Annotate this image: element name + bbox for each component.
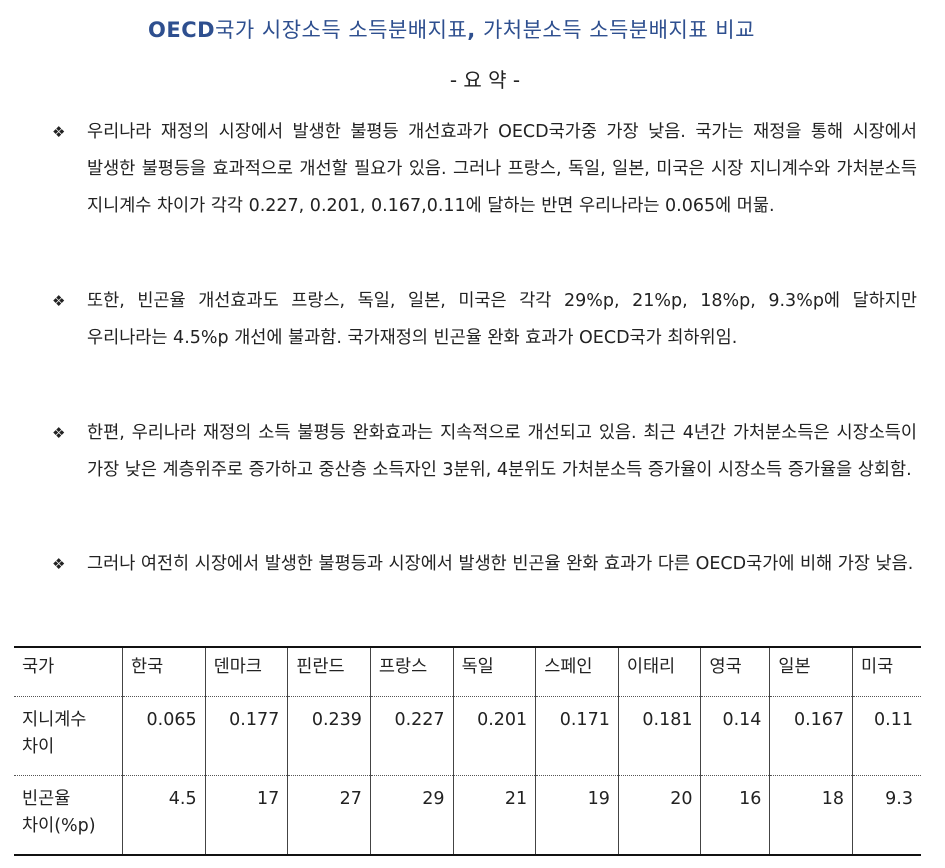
- title-text-2: 가처분소득 소득분배지표 비교: [475, 18, 755, 42]
- table-cell: 18: [769, 775, 854, 856]
- country-header: 핀란드: [287, 646, 371, 697]
- row-label-line: 지니계수: [22, 710, 87, 730]
- table-cell: 0.227: [369, 696, 454, 776]
- table-cell: 20: [617, 775, 702, 856]
- bullet-diamond-icon: ❖: [52, 292, 66, 310]
- country-header: 영국: [700, 646, 771, 697]
- country-header: 스페인: [535, 646, 619, 697]
- row-label-line: 빈곤율: [22, 789, 71, 809]
- table-cell: 17: [204, 775, 289, 856]
- country-header: 한국: [122, 646, 206, 697]
- title-text: 국가 시장소득 소득분배지표: [215, 18, 468, 42]
- comparison-table: 국가 한국 덴마크 핀란드 프랑스 독일 스페인 이태리 영국 일본 미국 지니…: [14, 646, 921, 856]
- table-cell: 4.5: [122, 775, 206, 856]
- table-cell: 21: [452, 775, 537, 856]
- country-header: 미국: [852, 646, 921, 697]
- title-bold: OECD: [148, 18, 216, 42]
- bullet-text: 그러나 여전히 시장에서 발생한 불평등과 시장에서 발생한 빈곤율 완화 효과…: [87, 554, 914, 574]
- table-cell: 29: [369, 775, 454, 856]
- country-header: 일본: [769, 646, 854, 697]
- bullet-text: 우리나라 재정의 시장에서 발생한 불평등 개선효과가 OECD국가중 가장 낮…: [87, 122, 917, 216]
- table-cell: 0.14: [700, 696, 771, 776]
- bullet-diamond-icon: ❖: [52, 123, 66, 141]
- country-header: 이태리: [617, 646, 702, 697]
- summary-heading: - 요 약 -: [449, 68, 521, 92]
- row-label-line: 차이(%p): [22, 816, 96, 836]
- table-cell: 0.065: [122, 696, 206, 776]
- bullet-item: ❖ 그러나 여전히 시장에서 발생한 불평등과 시장에서 발생한 빈곤율 완화 …: [52, 546, 917, 583]
- table-cell: 0.167: [769, 696, 854, 776]
- bullet-item: ❖ 한편, 우리나라 재정의 소득 불평등 완화효과는 지속적으로 개선되고 있…: [52, 415, 917, 489]
- table-cell: 0.11: [852, 696, 921, 776]
- title-comma: ,: [467, 18, 476, 42]
- table-header-row: 국가 한국 덴마크 핀란드 프랑스 독일 스페인 이태리 영국 일본 미국: [14, 646, 921, 697]
- bullet-diamond-icon: ❖: [52, 555, 66, 573]
- table-cell: 0.177: [204, 696, 289, 776]
- bullet-item: ❖ 우리나라 재정의 시장에서 발생한 불평등 개선효과가 OECD국가중 가장…: [52, 114, 917, 225]
- table-cell: 0.181: [617, 696, 702, 776]
- bullet-text: 한편, 우리나라 재정의 소득 불평등 완화효과는 지속적으로 개선되고 있음.…: [87, 423, 917, 480]
- table-cell: 16: [700, 775, 771, 856]
- country-header: 독일: [452, 646, 537, 697]
- country-header: 프랑스: [369, 646, 454, 697]
- bullet-item: ❖ 또한, 빈곤율 개선효과도 프랑스, 독일, 일본, 미국은 각각 29%p…: [52, 283, 917, 357]
- table-cell: 27: [287, 775, 371, 856]
- table-cell: 0.171: [535, 696, 619, 776]
- row-label-line: 차이: [22, 737, 55, 757]
- table-cell: 0.239: [287, 696, 371, 776]
- table-cell: 0.201: [452, 696, 537, 776]
- table-header-label: 국가: [14, 646, 123, 697]
- table-cell: 19: [535, 775, 619, 856]
- table-cell: 9.3: [852, 775, 921, 856]
- bullet-text: 또한, 빈곤율 개선효과도 프랑스, 독일, 일본, 미국은 각각 29%p, …: [87, 291, 917, 348]
- country-header: 덴마크: [204, 646, 289, 697]
- bullet-diamond-icon: ❖: [52, 424, 66, 442]
- page-title: OECD국가 시장소득 소득분배지표, 가처분소득 소득분배지표 비교: [0, 14, 903, 44]
